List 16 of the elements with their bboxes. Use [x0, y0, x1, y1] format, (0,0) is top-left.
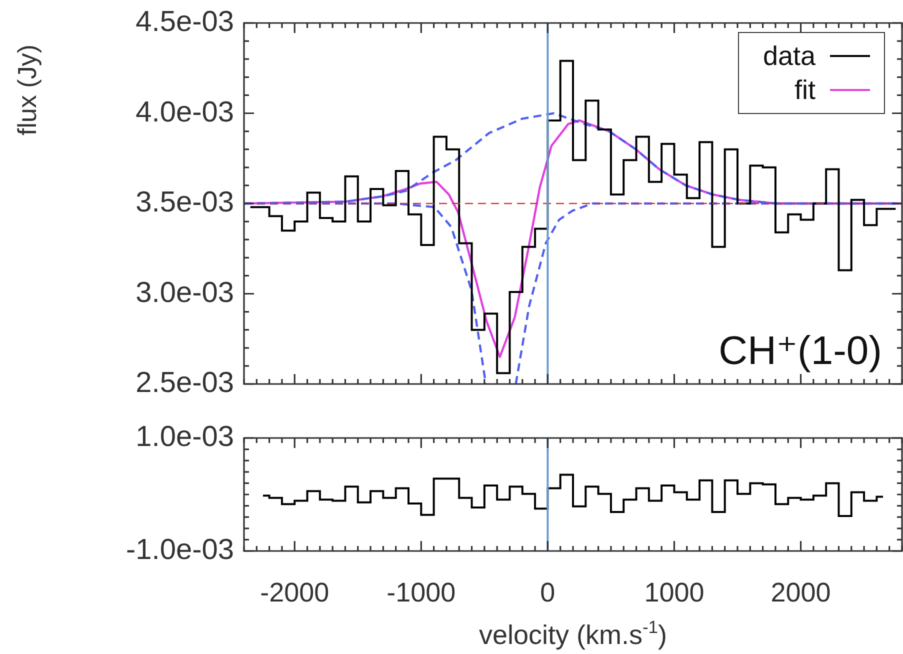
y-tick-label: 3.5e-03: [136, 186, 234, 218]
y-tick-label: -1.0e-03: [126, 534, 234, 566]
x-tick-label: 2000: [770, 578, 831, 608]
legend-label: fit: [794, 74, 816, 107]
y-tick-label: 4.0e-03: [136, 96, 234, 128]
x-tick-label: 0: [540, 578, 556, 608]
legend-label: data: [763, 40, 816, 73]
y-tick-label: 2.5e-03: [136, 367, 234, 399]
y-tick-label: 1.0e-03: [136, 421, 234, 453]
y-axis-title: flux (Jy): [12, 44, 42, 136]
x-tick-label: -2000: [260, 578, 330, 608]
y-tick-label: 3.0e-03: [136, 276, 234, 309]
x-tick-label: -1000: [386, 578, 456, 608]
annotation: CH⁺(1-0): [718, 329, 882, 373]
x-tick-label: 1000: [644, 578, 704, 608]
y-tick-label: 4.5e-03: [136, 6, 234, 38]
